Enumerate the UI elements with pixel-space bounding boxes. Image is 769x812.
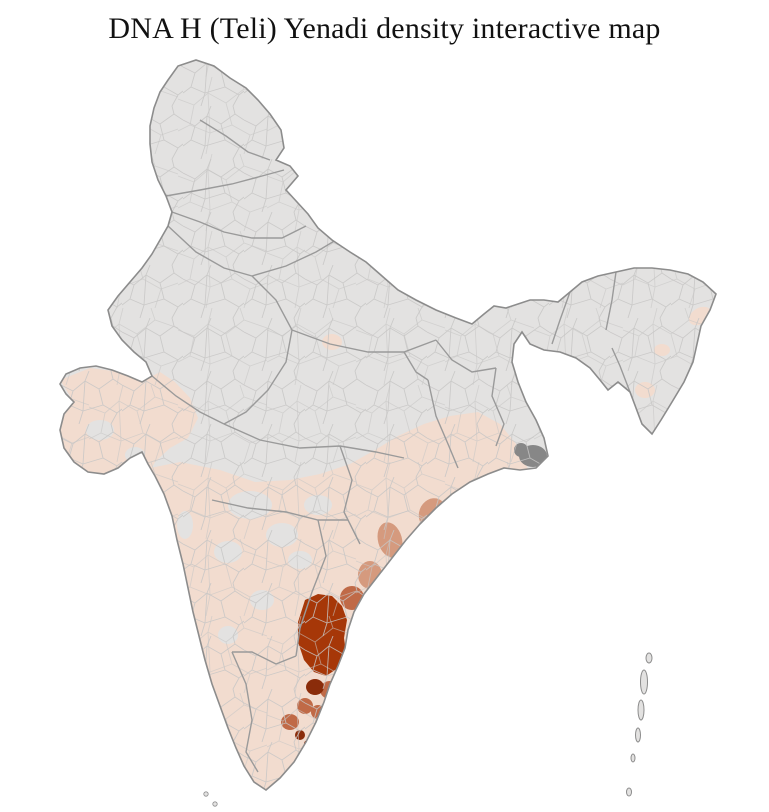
no-data-hole[interactable] (288, 551, 312, 569)
state-border (232, 651, 297, 665)
state-border (491, 367, 505, 447)
state-border (291, 329, 437, 353)
region-max-density-2[interactable] (295, 730, 305, 740)
island[interactable] (645, 652, 653, 664)
region-high-density[interactable] (340, 586, 364, 610)
no-data-hole[interactable] (218, 626, 238, 644)
region-high-density[interactable] (297, 698, 313, 714)
state-borders (151, 119, 631, 773)
island[interactable] (637, 699, 645, 721)
state-border (435, 339, 497, 373)
state-border (171, 211, 307, 239)
state-border (167, 225, 253, 277)
state-border (339, 445, 361, 545)
state-border (605, 271, 617, 331)
state-border (231, 651, 259, 773)
delta-blob[interactable] (514, 443, 528, 457)
island[interactable] (626, 787, 632, 797)
state-border (223, 275, 293, 425)
state-border (403, 351, 429, 381)
island[interactable] (630, 753, 636, 763)
lakshadweep-islands[interactable] (203, 791, 218, 807)
state-border (551, 291, 571, 345)
region-mid-density[interactable] (444, 520, 460, 540)
state-border (165, 169, 285, 197)
map-title: DNA H (Teli) Yenadi density interactive … (108, 12, 661, 45)
state-border (199, 119, 271, 161)
island[interactable] (635, 727, 641, 743)
state-border (151, 375, 225, 425)
island[interactable] (640, 669, 648, 695)
region-south-peninsula-low-density[interactable] (140, 412, 560, 812)
region-high-density[interactable] (281, 714, 299, 730)
island[interactable] (212, 801, 218, 807)
region-patch-low-3[interactable] (635, 382, 655, 398)
region-patch-low-4[interactable] (654, 344, 670, 356)
state-border (223, 423, 405, 459)
region-patch-low-5[interactable] (464, 427, 496, 449)
state-border (211, 499, 348, 521)
state-border (295, 519, 327, 657)
state-border (611, 347, 631, 393)
no-data-hole[interactable] (177, 511, 193, 539)
state-border (427, 379, 459, 469)
no-data-hole[interactable] (86, 420, 114, 440)
island[interactable] (203, 791, 209, 797)
no-data-hole[interactable] (304, 495, 332, 515)
no-data-hole[interactable] (250, 590, 274, 610)
andaman-nicobar-islands[interactable] (626, 652, 653, 797)
no-data-hole[interactable] (214, 541, 242, 563)
state-border (251, 239, 337, 277)
region-max-density-1[interactable] (306, 679, 324, 695)
no-data-hole[interactable] (266, 523, 298, 547)
